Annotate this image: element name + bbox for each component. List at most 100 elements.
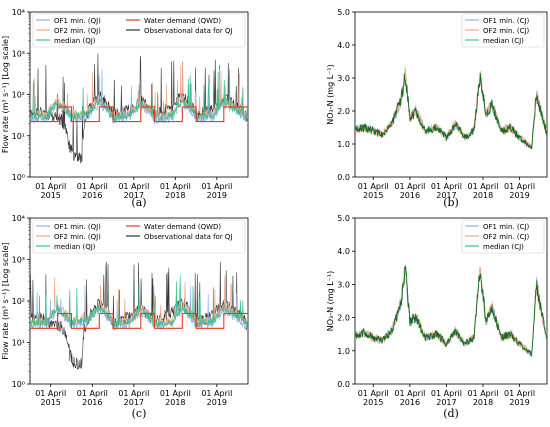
y-tick-label: 5.0 [337, 8, 350, 17]
data-layer [30, 261, 248, 370]
x-tick-label: 01 April [504, 182, 535, 191]
panel-label: (d) [443, 407, 459, 420]
x-tick-label: 01 April [118, 389, 149, 398]
series-median [30, 275, 248, 329]
data-layer [355, 264, 547, 358]
legend-entry: OF2 min. (CJ) [483, 233, 530, 241]
x-tick-year: 2019 [509, 398, 529, 407]
legend-entry: Observational data for QJ [144, 27, 233, 35]
x-tick-label: 01 April [467, 182, 498, 191]
x-tick-year: 2015 [363, 398, 383, 407]
legend-entry: Water demand (QWD) [144, 17, 221, 25]
data-layer [30, 53, 248, 164]
y-tick-label: 10³ [12, 256, 25, 265]
x-tick-label: 01 April [118, 182, 149, 191]
x-tick-label: 01 April [358, 389, 389, 398]
x-tick-year: 2019 [207, 191, 227, 200]
series-water-demand [30, 312, 248, 329]
legend-entry: OF1 min. (CJ) [483, 17, 530, 25]
y-tick-label: 2.0 [337, 107, 350, 116]
x-tick-year: 2015 [363, 191, 383, 200]
legend-box [461, 219, 545, 254]
x-tick-label: 01 April [394, 389, 425, 398]
x-tick-year: 2018 [473, 191, 493, 200]
x-tick-label: 01 April [77, 182, 108, 191]
x-tick-label: 01 April [77, 389, 108, 398]
x-tick-label: 01 April [394, 182, 425, 191]
y-tick-label: 0.0 [337, 380, 350, 389]
x-tick-year: 2017 [436, 191, 456, 200]
legend-entry: OF1 min. (QJ) [54, 223, 101, 231]
panel-label: (c) [132, 407, 147, 420]
legend-entry: OF2 min. (QJ) [54, 27, 101, 35]
x-tick-year: 2018 [473, 398, 493, 407]
y-tick-label: 1.0 [337, 140, 350, 149]
y-tick-label: 10¹ [12, 132, 25, 141]
x-tick-label: 01 April [504, 389, 535, 398]
y-tick-label: 3.0 [337, 74, 350, 83]
x-tick-year: 2016 [400, 398, 420, 407]
x-tick-year: 2016 [82, 191, 102, 200]
y-tick-label: 5.0 [337, 214, 350, 223]
legend-entry: OF2 min. (QJ) [54, 233, 101, 241]
y-tick-label: 10³ [12, 49, 25, 58]
series-observational [30, 261, 248, 370]
series-water-demand [30, 106, 248, 123]
x-tick-label: 01 April [358, 182, 389, 191]
panel-label: (b) [443, 196, 459, 209]
y-tick-label: 10² [12, 297, 25, 306]
x-tick-year: 2018 [165, 398, 185, 407]
x-tick-year: 2016 [82, 398, 102, 407]
series-median [30, 69, 248, 124]
legend-entry: median (CJ) [483, 37, 524, 45]
y-tick-label: 4.0 [337, 41, 350, 50]
x-tick-year: 2016 [400, 191, 420, 200]
legend-entry: Observational data for QJ [144, 233, 233, 241]
legend-entry: OF2 min. (CJ) [483, 27, 530, 35]
y-axis-label: Flow rate (m³ s⁻¹) [Log scale] [1, 242, 10, 359]
y-tick-label: 0.0 [337, 173, 350, 182]
y-tick-label: 3.0 [337, 280, 350, 289]
legend-entry: median (QJ) [54, 243, 96, 251]
x-tick-year: 2019 [207, 398, 227, 407]
x-tick-year: 2017 [124, 191, 144, 200]
legend-entry: median (CJ) [483, 243, 524, 251]
y-axis-label: NO₃-N (mg L⁻¹) [326, 64, 335, 124]
y-axis-label: NO₃-N (mg L⁻¹) [326, 271, 335, 331]
x-tick-label: 01 April [201, 182, 232, 191]
x-tick-label: 01 April [467, 389, 498, 398]
x-tick-label: 01 April [431, 182, 462, 191]
x-tick-label: 01 April [160, 389, 191, 398]
y-tick-label: 10⁴ [12, 8, 25, 17]
y-tick-label: 1.0 [337, 347, 350, 356]
y-tick-label: 10² [12, 91, 25, 100]
x-tick-year: 2019 [509, 191, 529, 200]
x-tick-year: 2018 [165, 191, 185, 200]
panel-label: (a) [131, 196, 146, 209]
legend-box [461, 13, 545, 48]
legend-entry: OF1 min. (CJ) [483, 223, 530, 231]
y-tick-label: 10⁰ [12, 173, 25, 182]
x-tick-label: 01 April [160, 182, 191, 191]
legend-entry: Water demand (QWD) [144, 223, 221, 231]
data-layer [355, 66, 547, 150]
series-cj_line [355, 73, 547, 150]
series-cj_line [355, 266, 547, 357]
legend-entry: median (QJ) [54, 37, 96, 45]
y-tick-label: 10⁴ [12, 214, 25, 223]
y-tick-label: 10¹ [12, 339, 25, 348]
x-tick-year: 2017 [436, 398, 456, 407]
x-tick-year: 2015 [41, 191, 61, 200]
x-tick-label: 01 April [201, 389, 232, 398]
x-tick-label: 01 April [431, 389, 462, 398]
x-tick-label: 01 April [35, 182, 66, 191]
legend-entry: OF1 min. (QJ) [54, 17, 101, 25]
y-axis-label: Flow rate (m³ s⁻¹) [Log scale] [1, 36, 10, 153]
x-tick-year: 2017 [124, 398, 144, 407]
y-tick-label: 10⁰ [12, 380, 25, 389]
